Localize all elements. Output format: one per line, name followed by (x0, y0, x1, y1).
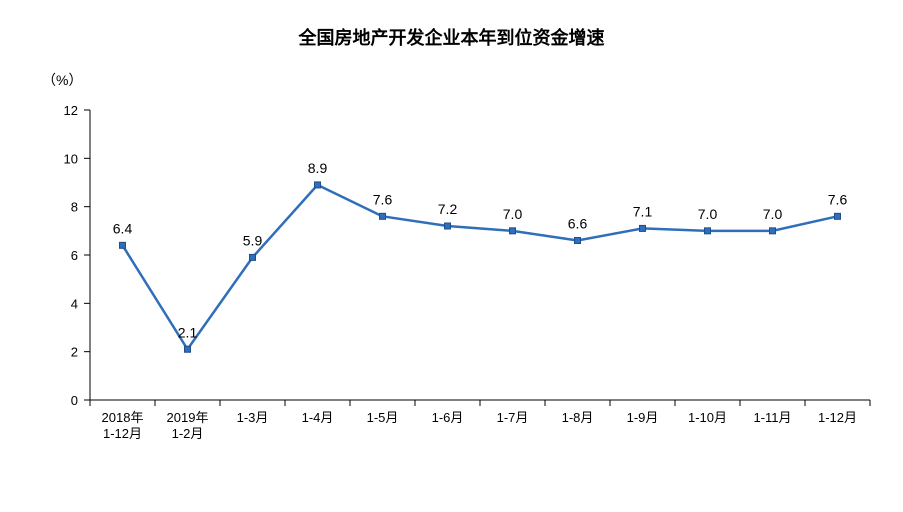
x-tick-label: 2018年 (102, 410, 144, 425)
y-tick-label: 10 (64, 151, 78, 166)
x-tick-label: 2019年 (167, 410, 209, 425)
series-marker (250, 254, 256, 260)
data-label: 6.6 (568, 216, 588, 232)
x-tick-label: 1-12月 (818, 410, 857, 425)
x-tick-label: 1-2月 (172, 426, 204, 441)
y-tick-label: 0 (71, 393, 78, 408)
series-marker (380, 213, 386, 219)
data-label: 5.9 (243, 232, 263, 248)
chart-container: 全国房地产开发企业本年到位资金增速 （%） 0246810122018年1-12… (0, 0, 903, 512)
series-marker (705, 228, 711, 234)
y-tick-label: 8 (71, 200, 78, 215)
x-tick-label: 1-10月 (688, 410, 727, 425)
data-label: 7.0 (503, 206, 523, 222)
series-marker (770, 228, 776, 234)
series-marker (510, 228, 516, 234)
y-tick-label: 2 (71, 345, 78, 360)
data-label: 7.0 (698, 206, 718, 222)
x-tick-label: 1-3月 (237, 410, 269, 425)
series-marker (575, 238, 581, 244)
data-label: 2.1 (178, 324, 198, 340)
data-label: 7.0 (763, 206, 783, 222)
series-marker (835, 213, 841, 219)
data-label: 7.6 (828, 191, 848, 207)
series-marker (445, 223, 451, 229)
x-tick-label: 1-12月 (103, 426, 142, 441)
y-tick-label: 4 (71, 296, 78, 311)
x-tick-label: 1-7月 (497, 410, 529, 425)
x-tick-label: 1-6月 (432, 410, 464, 425)
data-label: 6.4 (113, 220, 133, 236)
x-tick-label: 1-8月 (562, 410, 594, 425)
data-label: 8.9 (308, 160, 328, 176)
x-tick-label: 1-5月 (367, 410, 399, 425)
y-tick-label: 12 (64, 103, 78, 118)
series-marker (120, 242, 126, 248)
data-label: 7.6 (373, 191, 393, 207)
series-marker (185, 346, 191, 352)
data-label: 7.1 (633, 203, 653, 219)
x-tick-label: 1-4月 (302, 410, 334, 425)
data-label: 7.2 (438, 201, 458, 217)
series-line (123, 185, 838, 349)
x-tick-label: 1-9月 (627, 410, 659, 425)
series-marker (640, 225, 646, 231)
x-tick-label: 1-11月 (753, 410, 791, 425)
series-marker (315, 182, 321, 188)
chart-svg: 0246810122018年1-12月2019年1-2月1-3月1-4月1-5月… (0, 0, 903, 512)
y-tick-label: 6 (71, 248, 78, 263)
